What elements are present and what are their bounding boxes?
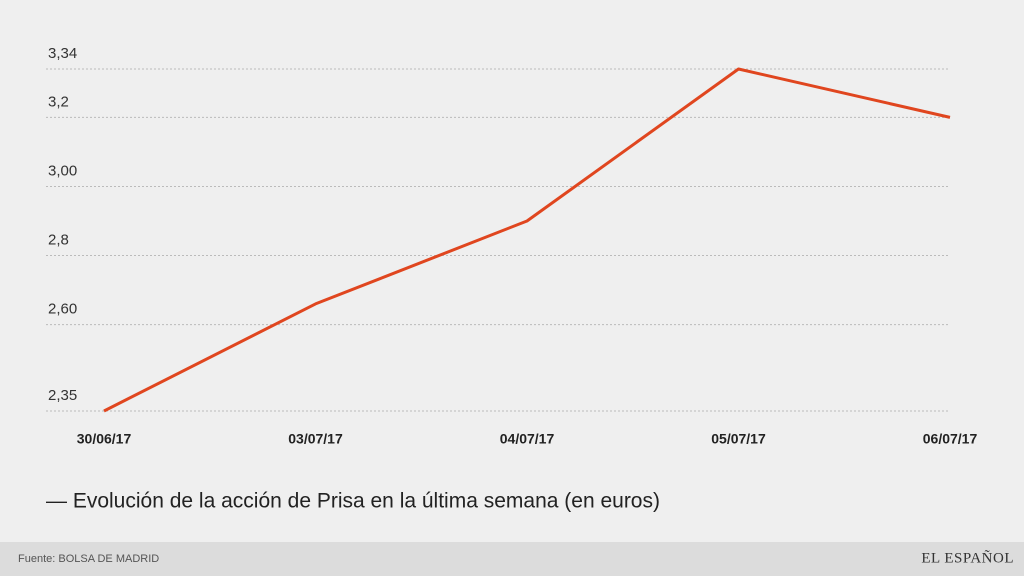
x-tick-label: 04/07/17 [500, 431, 555, 447]
y-tick-label: 2,35 [48, 387, 77, 404]
x-tick-label: 03/07/17 [288, 431, 343, 447]
line [103, 67, 951, 413]
x-tick-label: 30/06/17 [77, 431, 132, 447]
x-tick-label: 06/07/17 [923, 431, 978, 447]
y-tick-label: 2,8 [48, 232, 69, 249]
brand: EL ESPAÑOL [921, 550, 1014, 566]
y-tick-label: 3,34 [48, 45, 77, 62]
chart-title: — Evolución de la acción de Prisa en la … [46, 490, 660, 513]
y-tick-label: 2,60 [48, 301, 77, 318]
y-tick-label: 3,00 [48, 162, 77, 179]
footer-band [0, 542, 1024, 576]
background [0, 0, 1024, 542]
x-tick-label: 05/07/17 [711, 431, 766, 447]
source: Fuente: BOLSA DE MADRID [18, 553, 159, 565]
y-tick-label: 3,2 [48, 93, 69, 110]
